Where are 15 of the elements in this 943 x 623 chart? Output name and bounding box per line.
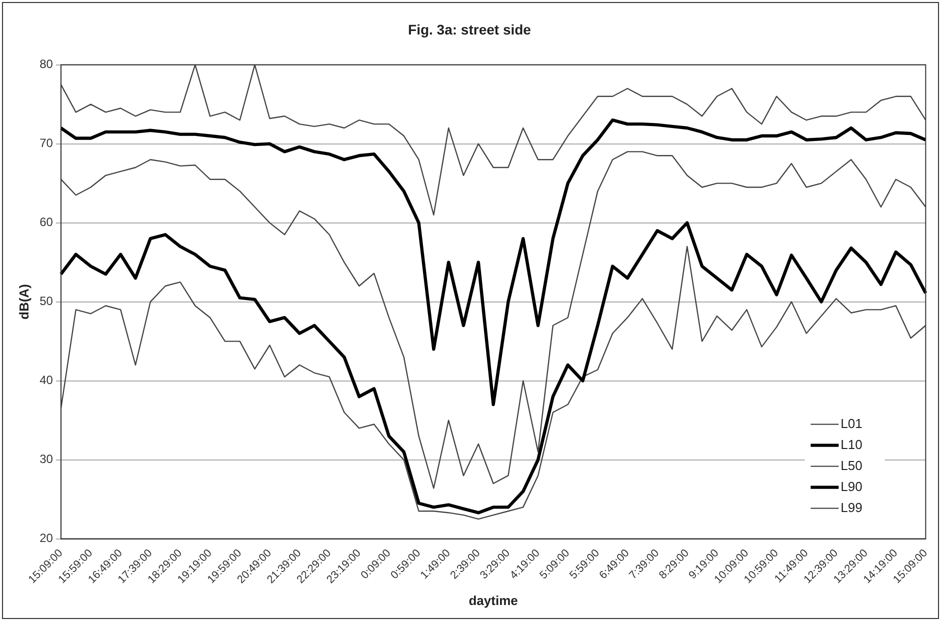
legend-label: L50 (840, 458, 862, 473)
x-axis-title: daytime (468, 592, 518, 608)
y-tick-label: 30 (40, 452, 54, 466)
y-axis-title: dB(A) (16, 284, 32, 320)
legend-label: L10 (840, 436, 862, 452)
y-tick-label: 60 (40, 215, 54, 230)
y-tick-label: 80 (40, 57, 54, 72)
y-tick-label: 20 (40, 531, 54, 546)
legend-label: L01 (840, 416, 862, 431)
legend-label: L90 (840, 478, 862, 494)
legend-label: L99 (840, 500, 862, 515)
chart-title: Fig. 3a: street side (408, 21, 532, 38)
y-tick-label: 50 (40, 294, 54, 308)
y-tick-label: 40 (40, 373, 54, 388)
y-tick-label: 70 (40, 136, 54, 150)
